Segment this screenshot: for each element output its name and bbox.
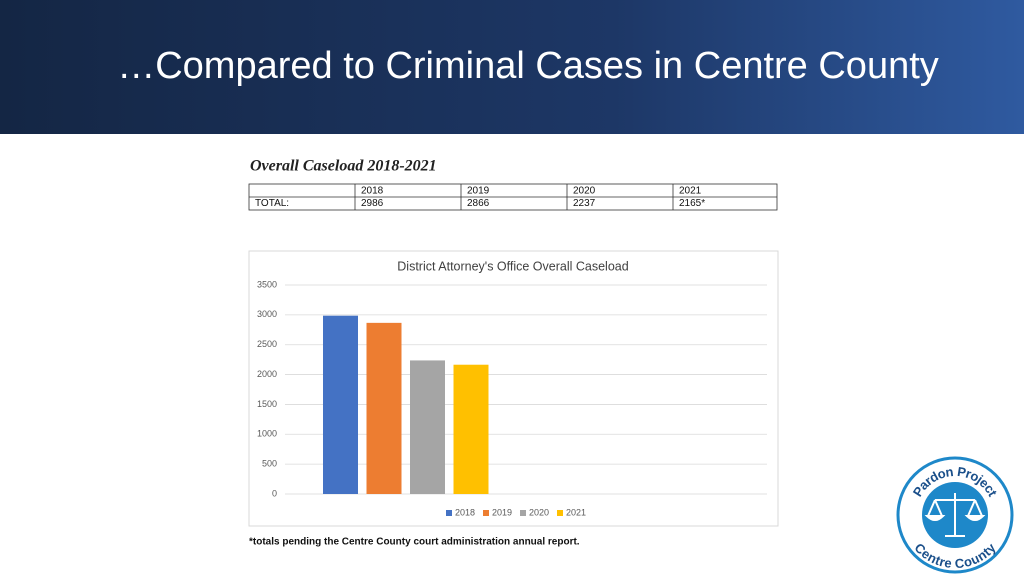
y-tick-label: 1500 bbox=[257, 399, 277, 409]
y-tick-label: 1000 bbox=[257, 429, 277, 439]
bar bbox=[323, 315, 358, 494]
legend-label: 2021 bbox=[566, 507, 586, 517]
table: 2018 2019 2020 2021 TOTAL: 2986 2866 2237 2165* bbox=[248, 183, 778, 211]
y-tick-label: 3000 bbox=[257, 309, 277, 319]
legend-swatch bbox=[520, 510, 526, 516]
logo: Pardon Project Centre County bbox=[896, 456, 1014, 574]
table-cell: TOTAL: bbox=[255, 198, 289, 209]
chart: 0 500 1000 1500 2000 2500 3000 3500 2018 2019 2020… bbox=[257, 279, 767, 517]
table-cell: 2237 bbox=[573, 198, 596, 209]
table-cell: 2165* bbox=[679, 198, 705, 209]
legend-swatch bbox=[446, 510, 452, 516]
y-tick-label: 2500 bbox=[257, 339, 277, 349]
legend-label: 2020 bbox=[529, 507, 549, 517]
table-cell: 2866 bbox=[467, 198, 490, 209]
table-header-cell: 2018 bbox=[361, 186, 384, 197]
slide-title: …Compared to Criminal Cases in Centre Co… bbox=[117, 45, 939, 87]
legend-swatch bbox=[557, 510, 563, 516]
table-header-cell: 2019 bbox=[467, 186, 490, 197]
bar bbox=[410, 360, 445, 494]
legend-swatch bbox=[483, 510, 489, 516]
y-tick-label: 2000 bbox=[257, 369, 277, 379]
chart-title: District Attorney's Office Overall Casel… bbox=[397, 259, 628, 273]
legend-label: 2018 bbox=[455, 507, 475, 517]
table-cell: 2986 bbox=[361, 198, 384, 209]
bar bbox=[453, 364, 489, 494]
bar bbox=[366, 322, 402, 494]
y-tick-label: 3500 bbox=[257, 279, 277, 289]
y-tick-label: 500 bbox=[262, 459, 277, 469]
y-tick-label: 0 bbox=[272, 488, 277, 498]
header-band bbox=[0, 0, 1024, 134]
table-title: Overall Caseload 2018-2021 bbox=[250, 158, 437, 175]
footnote: *totals pending the Centre County court … bbox=[249, 537, 580, 548]
table-header-cell: 2021 bbox=[679, 186, 702, 197]
legend-label: 2019 bbox=[492, 507, 512, 517]
table-header-cell: 2020 bbox=[573, 186, 596, 197]
